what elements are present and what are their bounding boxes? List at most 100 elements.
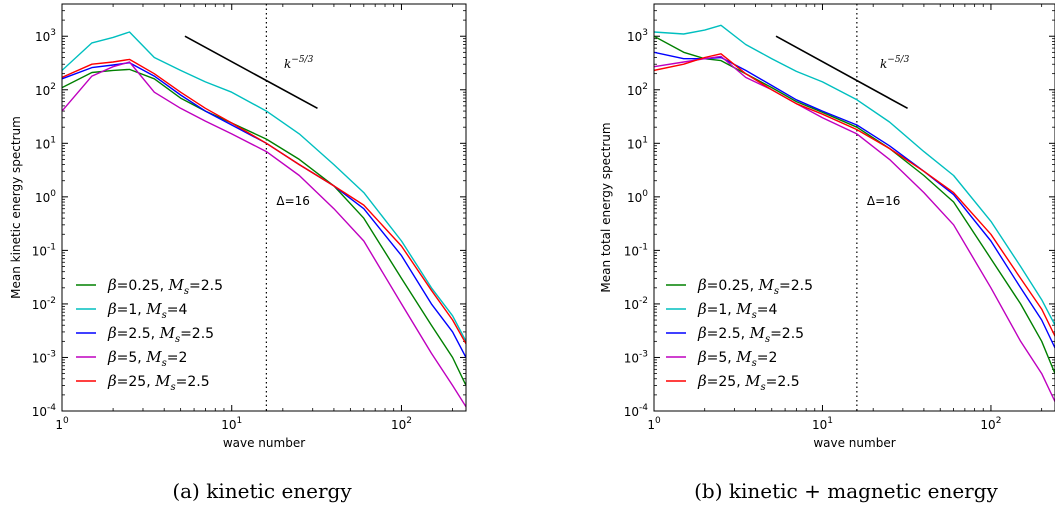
slope-line — [775, 35, 908, 110]
panel-a: 10 101 10210-410-310-210-1100101102103Δ=16… — [9, 3, 467, 503]
slope-label-base: k — [880, 57, 887, 71]
legend-entry: β=2.5, Ms=2.5 — [107, 324, 214, 345]
tick-mantissa: 1 — [55, 418, 63, 432]
y-axis-label: Mean kinetic energy spectrum — [9, 116, 23, 299]
series-group — [62, 31, 466, 408]
legend-mach-value: =2.5 — [176, 374, 210, 390]
series-group — [654, 24, 1055, 402]
legend-mach-value: =4 — [167, 302, 188, 318]
legend-mach-symbol: M — [735, 300, 752, 318]
legend-mach-symbol: M — [749, 324, 766, 342]
legend-entry: β=25, Ms=2.5 — [107, 372, 210, 393]
tick-exponent: 3 — [50, 28, 56, 38]
tick-mantissa: 10 — [980, 418, 995, 432]
y-tick-label: 10-1 — [32, 242, 56, 258]
x-tick-label: 10 — [55, 416, 69, 432]
y-tick-label: 10-3 — [32, 349, 56, 365]
y-tick-label: 10-4 — [32, 403, 57, 419]
legend-entry: β=1, Ms=4 — [107, 300, 187, 321]
legend-beta-symbol: β — [697, 372, 707, 390]
legend-mach-value: =2.5 — [770, 326, 804, 342]
tick-exponent: 2 — [642, 82, 648, 92]
legend-mach-symbol: M — [744, 372, 761, 390]
y-tick-label: 10-4 — [624, 403, 649, 419]
legend-beta-symbol: β — [697, 276, 707, 294]
legend-beta-symbol: β — [107, 276, 117, 294]
legend-mach-symbol: M — [757, 276, 774, 294]
legend-beta-symbol: β — [107, 324, 117, 342]
legend-beta-symbol: β — [107, 300, 117, 318]
legend-mach-value: =2.5 — [180, 326, 214, 342]
panel-b: 10 101 10210-410-310-210-1100101102103Δ=16… — [599, 3, 1055, 503]
tick-exponent: 0 — [655, 416, 661, 426]
tick-mantissa: 10 — [391, 418, 406, 432]
legend-mach-subscript: s — [774, 286, 779, 297]
legend-mach-symbol: M — [145, 300, 162, 318]
y-tick-label: 103 — [35, 28, 56, 44]
legend-beta-symbol: β — [697, 348, 707, 366]
legend-entry: β=0.25, Ms=2.5 — [697, 276, 813, 297]
legend-mach-subscript: s — [184, 286, 189, 297]
y-tick-label: 10-1 — [624, 242, 648, 258]
tick-exponent: 2 — [50, 82, 56, 92]
tick-mantissa: 10 — [624, 351, 639, 365]
legend-beta-symbol: β — [697, 324, 707, 342]
legend-mach-subscript: s — [760, 382, 765, 393]
slope-label-exponent: −5/3 — [291, 55, 313, 65]
y-tick-label: 10-2 — [32, 296, 56, 312]
tick-mantissa: 10 — [221, 418, 236, 432]
legend: β=0.25, Ms=2.5β=1, Ms=4β=2.5, Ms=2.5β=5,… — [76, 276, 223, 393]
tick-exponent: -4 — [47, 403, 56, 413]
delta-label: Δ=16 — [867, 194, 901, 208]
legend-mach-subscript: s — [175, 334, 180, 345]
legend-beta-value: =5, — [117, 350, 147, 366]
panel-caption: (a) kinetic energy — [172, 479, 352, 503]
legend-beta-value: =1, — [707, 302, 737, 318]
tick-exponent: 0 — [50, 189, 56, 199]
legend-mach-subscript: s — [170, 382, 175, 393]
legend-entry: β=25, Ms=2.5 — [697, 372, 800, 393]
legend-beta-value: =2.5, — [707, 326, 750, 342]
legend-mach-symbol: M — [167, 276, 184, 294]
legend-mach-subscript: s — [162, 358, 167, 369]
y-tick-label: 103 — [627, 28, 648, 44]
tick-exponent: -1 — [47, 242, 56, 252]
x-tick-label: 102 — [980, 416, 1001, 432]
tick-mantissa: 10 — [35, 84, 50, 98]
tick-exponent: 0 — [63, 416, 69, 426]
tick-mantissa: 10 — [624, 298, 639, 312]
y-tick-label: 100 — [35, 189, 56, 205]
tick-mantissa: 10 — [32, 351, 47, 365]
legend-beta-value: =5, — [707, 350, 737, 366]
x-axis-label: wave number — [223, 436, 305, 450]
tick-exponent: 1 — [642, 135, 648, 145]
tick-mantissa: 10 — [35, 137, 50, 151]
tick-mantissa: 10 — [627, 191, 642, 205]
tick-mantissa: 10 — [35, 30, 50, 44]
y-tick-label: 102 — [627, 82, 648, 98]
tick-mantissa: 10 — [32, 244, 47, 258]
tick-mantissa: 10 — [32, 298, 47, 312]
legend-mach-value: =2.5 — [766, 374, 800, 390]
x-axis-label: wave number — [813, 436, 895, 450]
plot-frame — [653, 3, 1055, 412]
tick-exponent: -3 — [47, 349, 56, 359]
legend-mach-value: =2 — [757, 350, 778, 366]
tick-mantissa: 10 — [35, 191, 50, 205]
legend-mach-value: =2.5 — [779, 278, 813, 294]
y-axis-label: Mean total energy spectrum — [599, 122, 613, 292]
legend-mach-subscript: s — [162, 310, 167, 321]
tick-exponent: 1 — [50, 135, 56, 145]
series-line-beta-25 — [62, 58, 466, 345]
tick-exponent: 2 — [996, 416, 1002, 426]
legend-beta-value: =2.5, — [117, 326, 160, 342]
y-tick-label: 10-3 — [624, 349, 648, 365]
legend: β=0.25, Ms=2.5β=1, Ms=4β=2.5, Ms=2.5β=5,… — [666, 276, 813, 393]
legend-mach-value: =2 — [167, 350, 188, 366]
legend-beta-symbol: β — [107, 348, 117, 366]
x-tick-label: 101 — [812, 416, 833, 432]
legend-mach-value: =2.5 — [189, 278, 223, 294]
tick-exponent: 0 — [642, 189, 648, 199]
legend-mach-subscript: s — [752, 310, 757, 321]
legend-beta-value: =1, — [117, 302, 147, 318]
